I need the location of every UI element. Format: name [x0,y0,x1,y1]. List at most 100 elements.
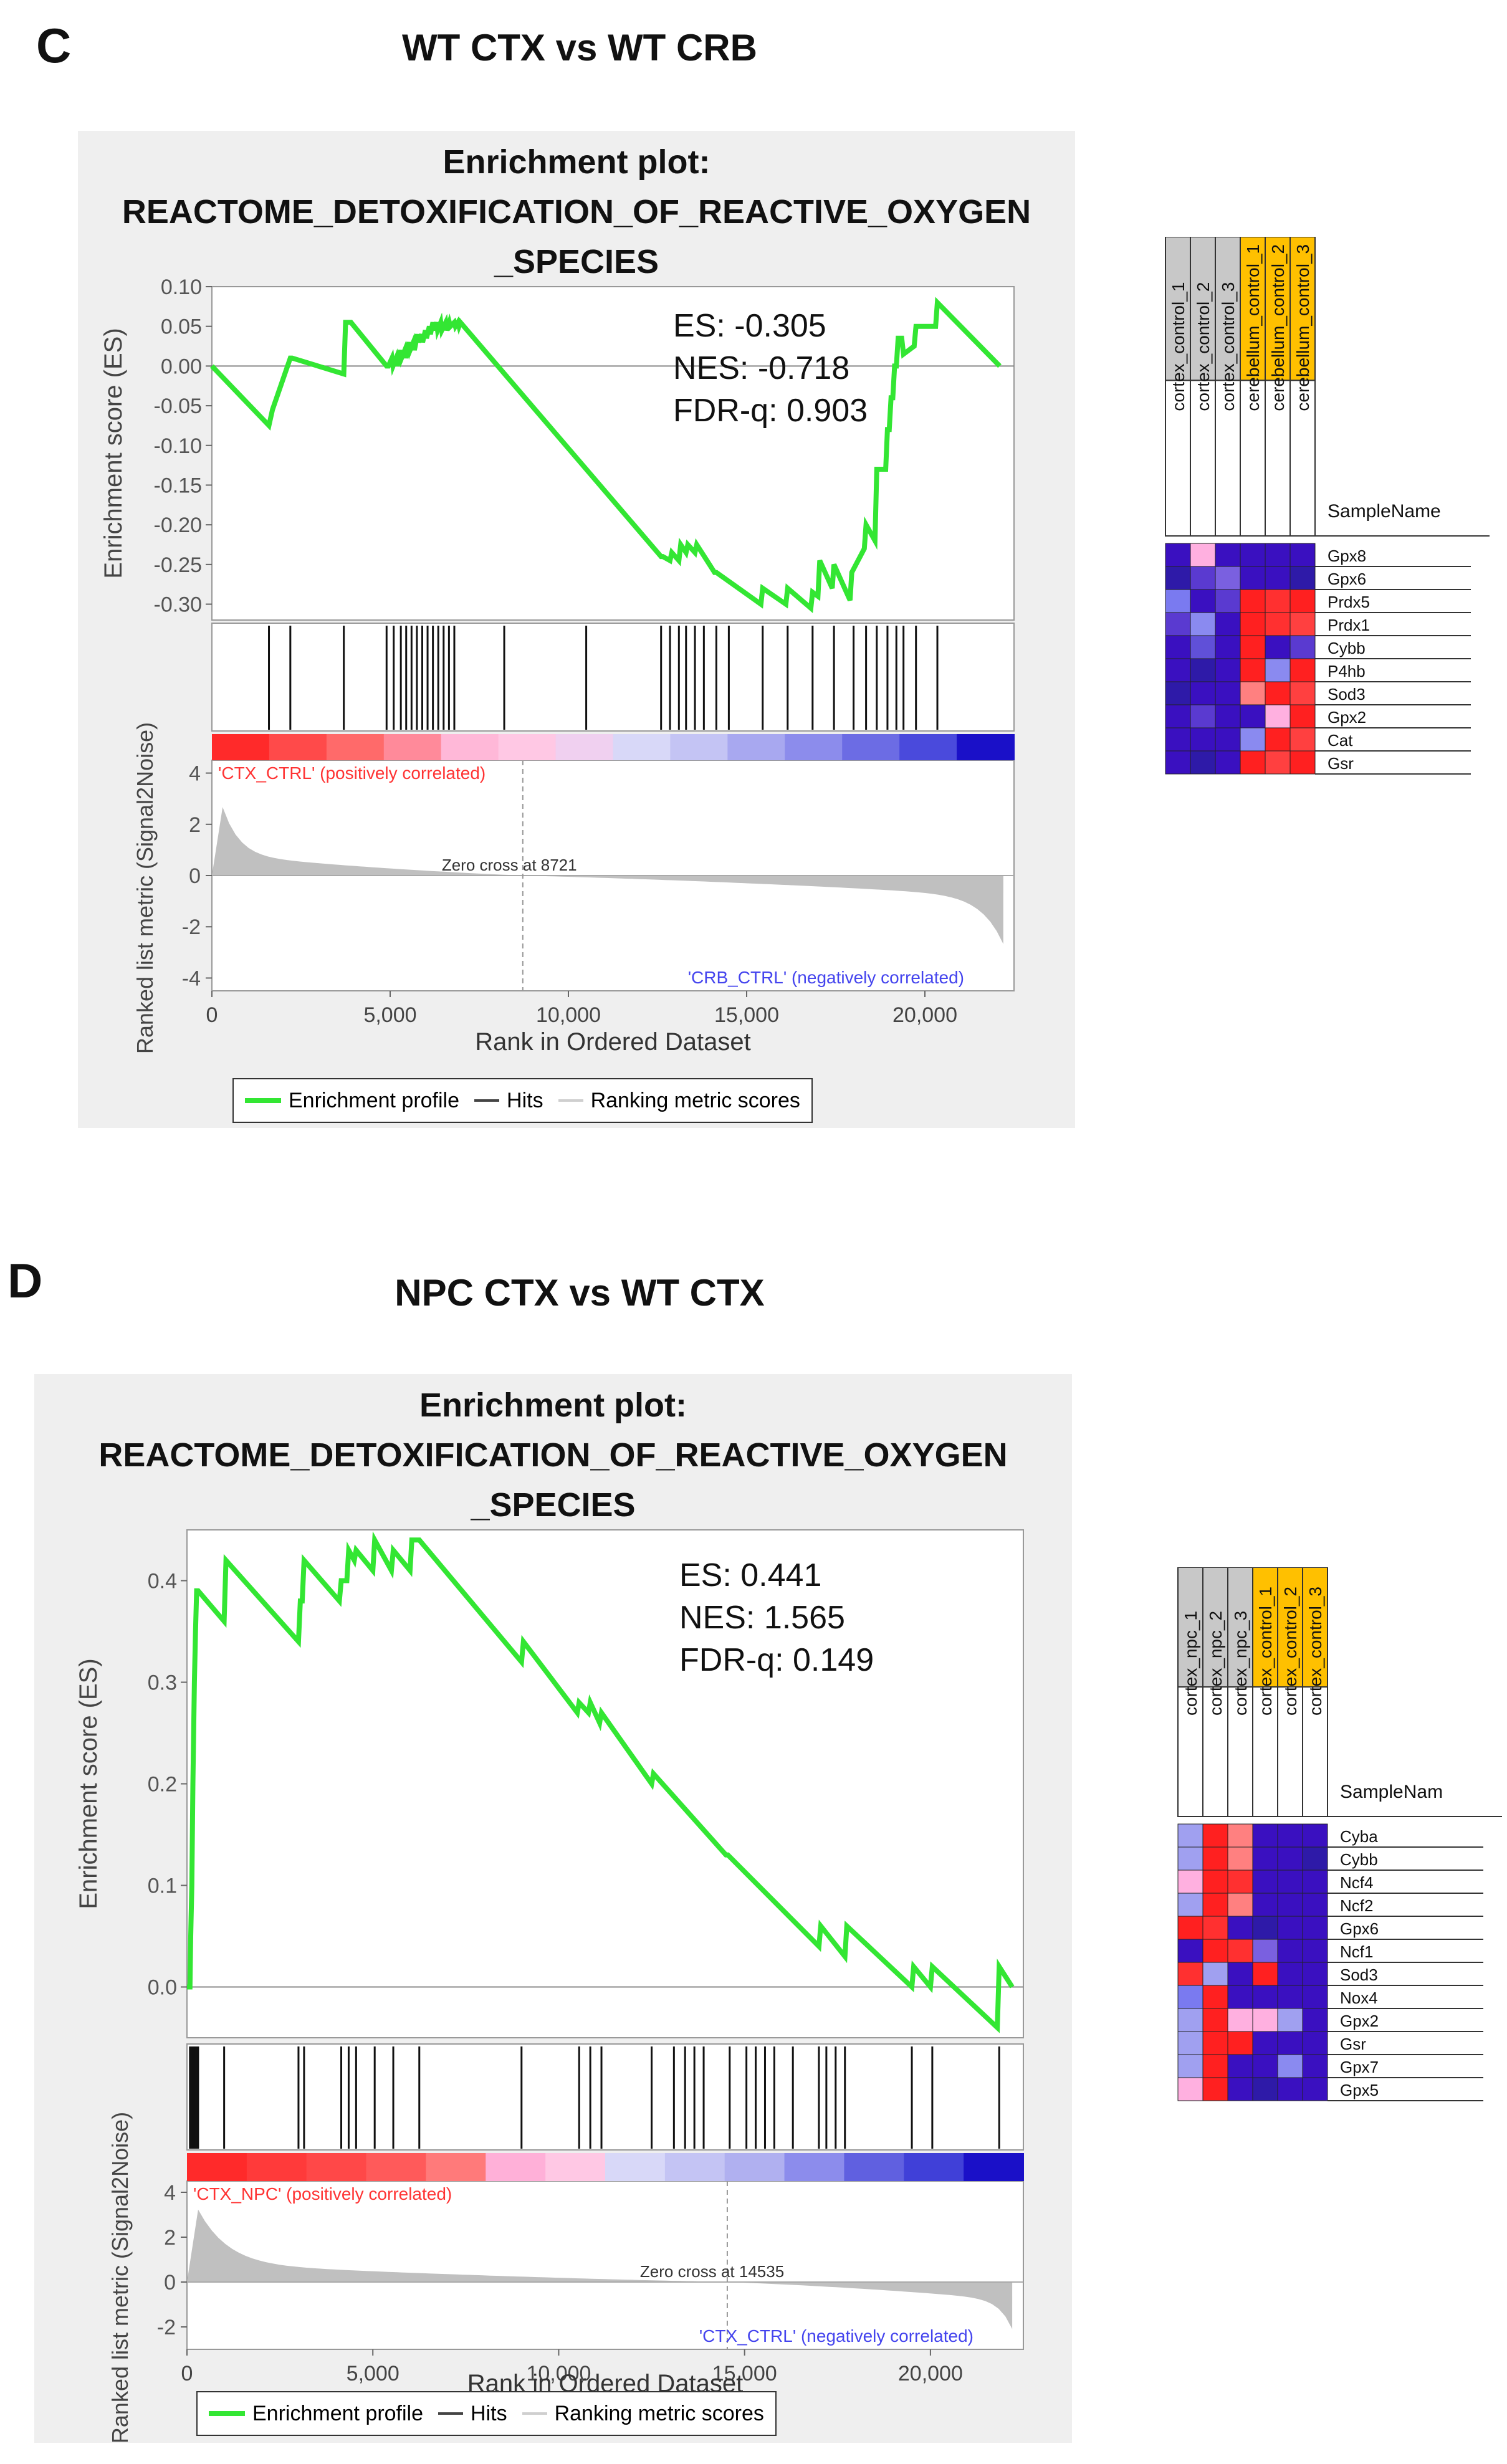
heatmap-cell [1190,704,1216,728]
heatmap-cell [1252,1985,1278,2009]
heatmap-cell [1190,566,1216,590]
legend-item-hits: Hits [474,1089,543,1113]
heatmap-cell [1165,704,1191,728]
heatmap-cell [1177,1962,1203,1986]
heatmap-cell [1289,704,1316,728]
gene-name: Ncf1 [1340,1942,1373,1961]
rank-ytick-label: 2 [164,2226,176,2250]
gene-name: Prdx5 [1328,593,1370,611]
heatmap-cell [1240,635,1266,659]
legend-swatch-green [209,2411,245,2416]
heatmap-cell [1252,1893,1278,1917]
enrichment-profile-line [187,1531,1015,2033]
heatmap-cell [1265,589,1291,613]
color-bar-segment [957,734,1015,760]
heatmap-cell [1202,2008,1228,2032]
heatmap-cell [1215,681,1241,705]
gene-name: Cybb [1328,639,1366,657]
heatmap-cell [1240,681,1266,705]
gene-name: Gpx5 [1340,2081,1379,2099]
es-ytick-label: -0.20 [154,513,203,537]
heatmap-cell [1215,704,1241,728]
heatmap-cell [1190,589,1216,613]
heatmap-cell [1215,543,1241,567]
heatmap-cell [1227,1846,1253,1871]
xtick-label: 10,000 [526,2362,591,2385]
heatmap-cell [1202,1869,1228,1894]
es-ytick-label: 0.4 [148,1570,177,1593]
gene-name: Gsr [1328,754,1354,773]
es-stat-label: FDR-q: 0.149 [679,1642,874,1678]
heatmap-cell [1277,1985,1303,2009]
gene-name: Cybb [1340,1850,1378,1869]
heatmap-cell [1289,543,1316,567]
color-bar-segment [545,2153,606,2181]
heatmap-cell [1302,2008,1328,2032]
heatmap-cell [1240,727,1266,752]
xtick-label: 5,000 [347,2362,399,2385]
heatmap-cell [1215,612,1241,636]
color-bar-segment [844,2153,905,2181]
heatmap-cell [1177,1939,1203,1963]
xtick-label: 0 [181,2362,193,2385]
heatmap-cell [1265,543,1291,567]
heatmap-cell [1165,635,1191,659]
heatmap-cell [1177,1846,1203,1871]
color-bar-segment [269,734,327,760]
heatmap-cell [1240,543,1266,567]
xtick-label: 15,000 [712,2362,777,2385]
heatmap-cell [1277,2008,1303,2032]
legend-item-hits: Hits [438,2402,507,2426]
heatmap-cell [1202,2054,1228,2078]
heatmap-cell [1252,1962,1278,1986]
color-bar-segment [326,734,385,760]
heatmap-cell [1165,566,1191,590]
sample-name: cortex_npc_3 [1231,1611,1250,1716]
x-axis-label: Rank in Ordered Dataset [475,1028,750,1056]
heatmap-cell [1289,727,1316,752]
heatmap-cell [1302,1893,1328,1917]
xtick-label: 0 [206,1003,218,1027]
sample-name-header: SampleName [1328,501,1441,522]
positive-correlation-label: 'CTX_NPC' (positively correlated) [193,2184,452,2204]
sample-name-header: SampleNam [1340,1782,1443,1802]
color-bar-segment [441,734,499,760]
es-stat-label: ES: -0.305 [673,308,826,344]
color-bar-segment [498,734,557,760]
heatmap-cell [1240,750,1266,775]
sample-name: cortex_control_2 [1194,282,1213,411]
heatmap-cell [1215,566,1241,590]
gene-name: Gpx7 [1340,2058,1379,2076]
color-bar-segment [842,734,901,760]
heatmap-cell [1277,1823,1303,1848]
sample-header-bar [1277,1567,1303,1688]
heatmap-cell [1227,1893,1253,1917]
zero-cross-label: Zero cross at 14535 [640,2262,784,2281]
legend-swatch-rank [558,1099,583,1102]
gene-name: Gpx2 [1328,708,1366,727]
heatmap-cell [1277,2031,1303,2055]
heatmap-d: cortex_npc_1 cortex_npc_2 cortex_npc_3 cort… [1165,1567,1502,2128]
rank-axis-label: Ranked list metric (Signal2Noise) [132,722,158,1054]
heatmap-cell [1165,681,1191,705]
color-bar-segment [212,734,270,760]
heatmap-cell [1302,1939,1328,1963]
gene-name: P4hb [1328,662,1366,680]
es-axis-label: Enrichment score (ES) [100,328,127,578]
legend-label-ranking: Ranking metric scores [590,1088,800,1112]
rank-axis-label: Ranked list metric (Signal2Noise) [107,2112,133,2443]
color-bar-segment [964,2153,1024,2181]
heatmap-cell [1252,1823,1278,1848]
heatmap-cell [1227,1985,1253,2009]
heatmap-cell [1302,1962,1328,1986]
hits-plot-area [211,623,1015,732]
heatmap-cell [1252,2008,1278,2032]
gene-name: Gpx6 [1328,570,1366,588]
heatmap-cell [1190,658,1216,682]
legend-label-hits: Hits [507,1088,543,1112]
heatmap-cell [1265,566,1291,590]
heatmap-cell [1190,727,1216,752]
es-ytick-label: 0.0 [148,1976,177,2000]
heatmap-grid-d: cortex_npc_1 cortex_npc_2 cortex_npc_3 cort… [1177,1567,1502,2101]
es-plot-area [211,286,1015,621]
